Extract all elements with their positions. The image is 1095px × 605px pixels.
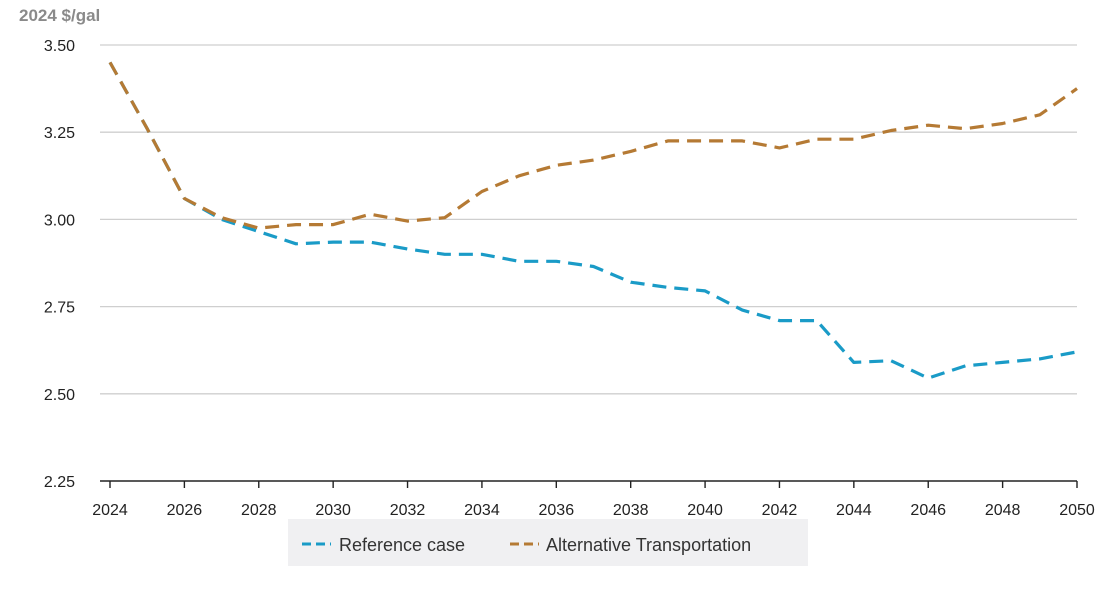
x-tick-label: 2048 [985,502,1021,519]
y-tick-label: 2.75 [44,300,75,317]
x-tick-label: 2046 [910,502,946,519]
x-tick-label: 2042 [762,502,798,519]
x-tick-label: 2034 [464,502,500,519]
x-tick-label: 2032 [390,502,426,519]
y-tick-label: 2.25 [44,474,75,491]
x-tick-label: 2040 [687,502,723,519]
x-tick-label: 2026 [167,502,203,519]
series-lines [108,61,1078,380]
x-tick-label: 2030 [315,502,351,519]
x-tick-label: 2024 [92,502,128,519]
y-tick-label: 2.50 [44,387,75,404]
series-line-reference-case [108,61,1078,380]
gridlines [100,44,1077,395]
x-tick-label: 2050 [1059,502,1095,519]
legend-label: Reference case [339,535,465,555]
x-tick-label: 2044 [836,502,872,519]
y-axis-ticks: 3.50 3.25 3.00 2.75 2.50 2.25 [44,38,75,491]
y-tick-label: 3.00 [44,212,75,229]
x-tick-label: 2028 [241,502,277,519]
y-axis-unit-label: 2024 $/gal [19,6,100,25]
series-line-alternative-transportation [108,61,1078,230]
x-axis: 2024 2026 2028 2030 2032 2034 2036 2038 2040 2042… [92,480,1095,519]
x-tick-label: 2038 [613,502,649,519]
x-tick-label: 2036 [539,502,575,519]
legend-box [288,519,808,566]
legend-label: Alternative Transportation [546,535,751,555]
y-tick-label: 3.25 [44,125,75,142]
y-tick-label: 3.50 [44,38,75,55]
legend: Reference case Alternative Transportation [288,519,808,566]
